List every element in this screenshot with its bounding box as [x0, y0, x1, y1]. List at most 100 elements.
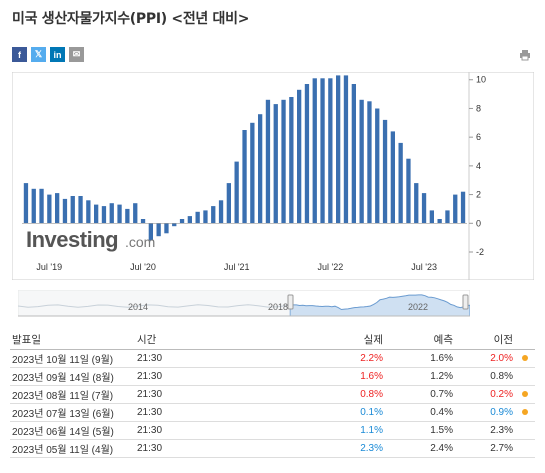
- email-share-button[interactable]: ✉: [69, 47, 84, 62]
- svg-text:.com: .com: [125, 234, 155, 250]
- navigator-svg: 2014 2018 2022: [17, 289, 471, 317]
- chart-bar[interactable]: [133, 203, 138, 224]
- chart-bar[interactable]: [148, 223, 153, 241]
- chart-bar[interactable]: [281, 99, 286, 224]
- col-header-date[interactable]: 발표일: [10, 331, 135, 350]
- chart-bar[interactable]: [78, 196, 83, 224]
- chart-bar[interactable]: [265, 99, 271, 224]
- facebook-share-button[interactable]: f: [12, 47, 27, 62]
- chart-bar[interactable]: [101, 206, 107, 224]
- chart-bar[interactable]: [62, 198, 68, 224]
- table-row: 2023년 09월 14일 (8월) 21:30 1.6% 1.2% 0.8%: [10, 367, 535, 386]
- chart-bar[interactable]: [218, 200, 224, 224]
- forecast-value-cell: 0.4%: [385, 403, 455, 422]
- revision-dot-cell: [515, 421, 535, 440]
- chart-bar[interactable]: [297, 89, 302, 224]
- chart-bar[interactable]: [187, 216, 192, 224]
- chart-bar[interactable]: [125, 208, 130, 224]
- chart-bar[interactable]: [242, 130, 247, 224]
- twitter-share-button[interactable]: 𝕏: [31, 47, 46, 62]
- navigator-right-handle[interactable]: [462, 294, 469, 310]
- chart-bar[interactable]: [429, 210, 434, 224]
- chart-bar[interactable]: [390, 131, 395, 224]
- chart-bar[interactable]: [312, 78, 317, 224]
- release-time-cell: 21:30: [135, 349, 295, 368]
- chart-bar[interactable]: [437, 219, 442, 224]
- chart-bar[interactable]: [55, 193, 60, 224]
- revision-dot-icon[interactable]: [522, 354, 528, 361]
- chart-bar[interactable]: [445, 210, 450, 224]
- chart-bar[interactable]: [234, 161, 239, 224]
- chart-bar[interactable]: [336, 75, 341, 224]
- chart-bar[interactable]: [398, 142, 403, 224]
- chart-bar[interactable]: [140, 219, 146, 224]
- ppi-chart[interactable]: 10 8 6 4 2 0 -2 Jul '19 Jul '20 Jul '21 Jul '22 Ju…: [12, 72, 534, 280]
- svg-text:Investing: Investing: [26, 227, 118, 252]
- range-navigator[interactable]: 2014 2018 2022: [17, 289, 471, 320]
- col-header-previous[interactable]: 이전: [455, 331, 515, 350]
- chart-bar[interactable]: [453, 194, 458, 224]
- forecast-value-cell: 2.4%: [385, 439, 455, 458]
- chart-bar[interactable]: [117, 204, 122, 224]
- chart-bar[interactable]: [343, 75, 349, 224]
- chart-bar[interactable]: [31, 188, 36, 224]
- chart-bar[interactable]: [86, 200, 91, 224]
- chart-bar[interactable]: [211, 206, 216, 224]
- chart-bar[interactable]: [23, 183, 29, 224]
- chart-bar[interactable]: [109, 203, 114, 224]
- revision-dot-icon[interactable]: [522, 408, 528, 415]
- chart-bar[interactable]: [179, 219, 185, 224]
- chart-bar[interactable]: [172, 223, 177, 227]
- previous-value-cell: 2.0%: [455, 349, 515, 368]
- chart-bar[interactable]: [320, 78, 325, 224]
- y-tick-label: 10: [476, 75, 486, 85]
- chart-bar[interactable]: [460, 191, 466, 224]
- chart-bar[interactable]: [226, 183, 231, 224]
- release-time-cell: 21:30: [135, 421, 295, 440]
- chart-bar[interactable]: [375, 108, 380, 224]
- email-icon: ✉: [72, 49, 81, 59]
- chart-bar[interactable]: [258, 114, 263, 224]
- chart-bar[interactable]: [250, 122, 255, 224]
- table-row: 2023년 05월 11일 (4월) 21:30 2.3% 2.4% 2.7%: [10, 439, 535, 458]
- chart-bar[interactable]: [351, 84, 356, 224]
- chart-bar[interactable]: [359, 99, 364, 224]
- chart-bar[interactable]: [164, 223, 169, 234]
- col-header-dot: [515, 331, 535, 350]
- x-tick-label: Jul '20: [130, 262, 156, 272]
- previous-value-cell: 0.8%: [455, 367, 515, 386]
- forecast-value-cell: 0.7%: [385, 385, 455, 404]
- chart-bar[interactable]: [203, 210, 208, 224]
- col-header-actual[interactable]: 실제: [295, 331, 385, 350]
- chart-bar[interactable]: [367, 101, 372, 224]
- previous-value-cell: 0.9%: [455, 403, 515, 422]
- chart-bar[interactable]: [304, 84, 310, 224]
- chart-bar[interactable]: [94, 204, 99, 224]
- col-header-time[interactable]: 시간: [135, 331, 295, 350]
- col-header-forecast[interactable]: 예측: [385, 331, 455, 350]
- chart-bar[interactable]: [382, 119, 388, 224]
- forecast-value-cell: 1.6%: [385, 349, 455, 368]
- chart-bar[interactable]: [156, 223, 161, 237]
- chart-bar[interactable]: [289, 97, 294, 224]
- chart-bar[interactable]: [195, 211, 200, 224]
- chart-bar[interactable]: [421, 193, 427, 224]
- chart-bar[interactable]: [414, 183, 419, 224]
- navigator-label-2022: 2022: [408, 302, 428, 312]
- chart-bar[interactable]: [328, 78, 333, 224]
- x-tick-label: Jul '22: [318, 262, 344, 272]
- chart-bar[interactable]: [273, 104, 278, 224]
- chart-bar[interactable]: [70, 196, 75, 224]
- linkedin-share-button[interactable]: in: [50, 47, 65, 62]
- forecast-value-cell: 1.5%: [385, 421, 455, 440]
- chart-bar[interactable]: [406, 158, 411, 224]
- chart-bar[interactable]: [39, 188, 44, 224]
- chart-bar[interactable]: [47, 194, 52, 224]
- navigator-left-handle[interactable]: [287, 294, 294, 310]
- y-tick-label: 4: [476, 161, 481, 171]
- release-date-cell: 2023년 07월 13일 (6월): [10, 403, 135, 422]
- twitter-icon: 𝕏: [34, 49, 43, 59]
- y-tick-label: 6: [476, 132, 481, 142]
- print-icon[interactable]: [519, 49, 531, 61]
- revision-dot-icon[interactable]: [522, 390, 528, 397]
